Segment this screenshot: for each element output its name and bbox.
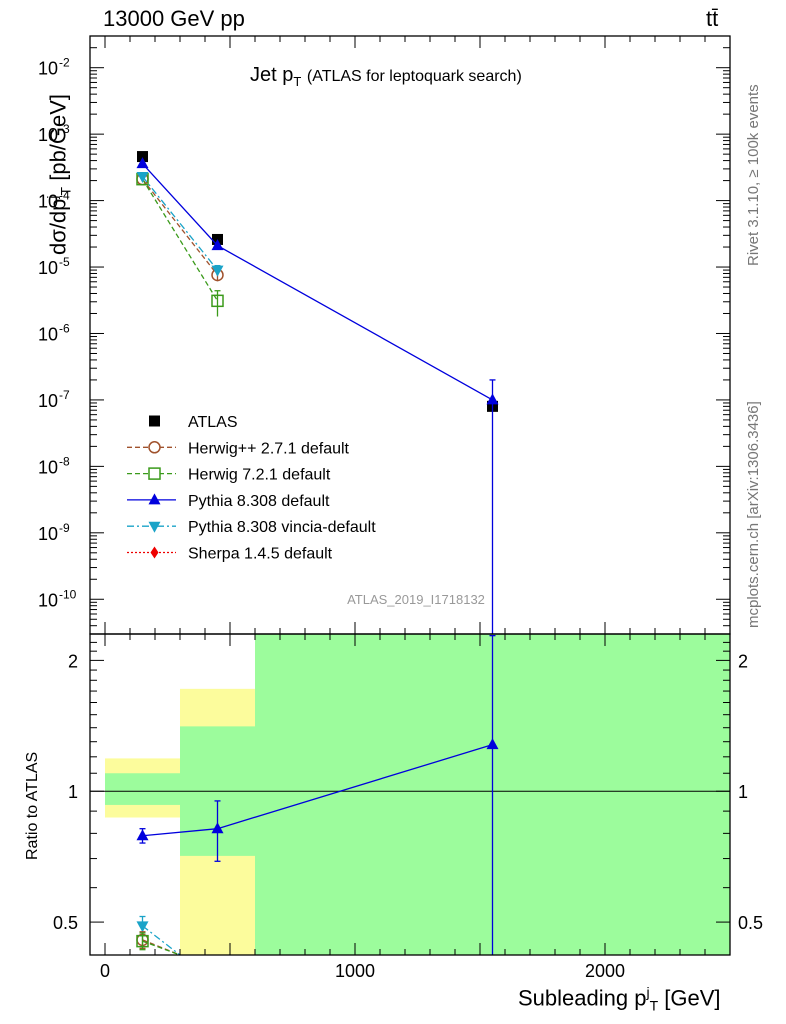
x-axis-label-text: Subleading p [518, 985, 647, 1011]
x-axis-label-unit: [GeV] [664, 985, 721, 1011]
legend-label-5: Sherpa 1.4.5 default [188, 546, 333, 563]
legend: ATLAS Herwig++ 2.7.1 default Herwig 7.2.1 … [127, 414, 376, 563]
y-tick-label-main-exp-1: -3 [59, 122, 70, 136]
y-tick-label-ratio-right-0: 2 [738, 651, 748, 671]
main-point-pythia-8-308-default-1 [211, 239, 224, 251]
main-point-pythia-8-308-vincia-default-1 [211, 265, 224, 277]
main-point-pythia-8-308-default-2 [486, 393, 499, 405]
legend-label-0: ATLAS [188, 414, 238, 431]
main-point-pythia-8-308-vincia-default-0 [136, 172, 149, 184]
legend-marker-3 [148, 493, 161, 505]
legend-label-2: Herwig 7.2.1 default [188, 467, 331, 484]
ratio-point-pythia-8-308-vincia-default-0 [136, 921, 149, 933]
y-tick-label-main-exp-3: -5 [59, 255, 70, 269]
y-tick-label-main-exp-4: -6 [59, 321, 70, 335]
main-line-herwig-7-2-1-default [141, 178, 219, 302]
y-tick-label-main-7: 10 [38, 524, 58, 544]
y-tick-label-main-exp-0: -2 [59, 56, 70, 70]
y-tick-label-main-2: 10 [38, 192, 58, 212]
energy-label: 13000 GeV pp [103, 6, 245, 31]
legend-marker-2 [148, 467, 161, 480]
main-line-pythia-8-308-default [142, 163, 493, 401]
plot-title-sub: T [293, 74, 302, 89]
process-label: tt̄ [706, 6, 719, 31]
y-tick-label-ratio-right-2: 0.5 [738, 913, 763, 933]
y-tick-label-ratio-left-2: 0.5 [53, 913, 78, 933]
ratio-point-pythia-8-308-default-2 [486, 738, 499, 750]
y-tick-label-main-5: 10 [38, 391, 58, 411]
ratio-point-pythia-8-308-default-1 [211, 822, 224, 834]
analysis-watermark: ATLAS_2019_I1718132 [347, 592, 485, 607]
plot-title-main: Jet p [250, 64, 294, 86]
x-tick-label-2: 2000 [585, 961, 625, 981]
main-point-pythia-8-308-default-0 [136, 157, 149, 169]
legend-label-1: Herwig++ 2.7.1 default [188, 440, 350, 457]
y-tick-label-main-exp-5: -7 [59, 388, 70, 402]
legend-marker-1 [148, 441, 161, 454]
y-tick-label-main-8: 10 [38, 590, 58, 610]
y-tick-label-main-3: 10 [38, 258, 58, 278]
ratio-panel-frame [89, 633, 731, 956]
legend-marker-0 [149, 415, 160, 427]
y-tick-label-ratio-right-1: 1 [738, 782, 748, 802]
main-panel-frame [89, 35, 731, 635]
y-tick-label-main-exp-2: -4 [59, 189, 70, 203]
legend-label-4: Pythia 8.308 vincia-default [188, 519, 376, 536]
legend-marker-5 [150, 546, 159, 559]
band-inner-bin-0 [105, 773, 180, 805]
y-tick-label-main-4: 10 [38, 324, 58, 344]
y-tick-label-ratio-left-1: 1 [68, 782, 78, 802]
legend-label-3: Pythia 8.308 default [188, 493, 330, 510]
x-tick-label-1: 1000 [335, 961, 375, 981]
x-tick-label-0: 0 [100, 961, 110, 981]
x-axis-label-sup: j [646, 984, 650, 1000]
y-tick-label-ratio-left-0: 2 [68, 651, 78, 671]
y-tick-label-main-exp-8: -10 [59, 587, 77, 601]
y-tick-label-main-6: 10 [38, 457, 58, 477]
ratio-point-pythia-8-308-default-0 [136, 829, 149, 841]
main-point-atlas-0 [137, 151, 148, 163]
y-tick-label-main-0: 10 [38, 59, 58, 79]
plot-title-rest: (ATLAS for leptoquark search) [306, 68, 522, 85]
main-line-pythia-8-308-vincia-default [141, 176, 219, 271]
ratio-point-herwig-7-2-1-default-0 [136, 934, 149, 948]
legend-marker-4 [148, 521, 161, 533]
y-tick-label-main-1: 10 [38, 125, 58, 145]
ratio-line-herwig-7-2-1-default [142, 940, 181, 956]
x-axis-label-sub: T [649, 997, 659, 1014]
plot-title: Jet pT (ATLAS for leptoquark search) [250, 64, 522, 89]
main-point-herwig-7-2-1-default-1 [211, 294, 224, 308]
main-line-herwig-2-7-1-default [141, 178, 219, 276]
y-tick-label-main-exp-7: -9 [59, 521, 70, 535]
y-tick-label-main-exp-6: -8 [59, 454, 70, 468]
x-axis-label: Subleading pjT [GeV] [518, 984, 721, 1014]
